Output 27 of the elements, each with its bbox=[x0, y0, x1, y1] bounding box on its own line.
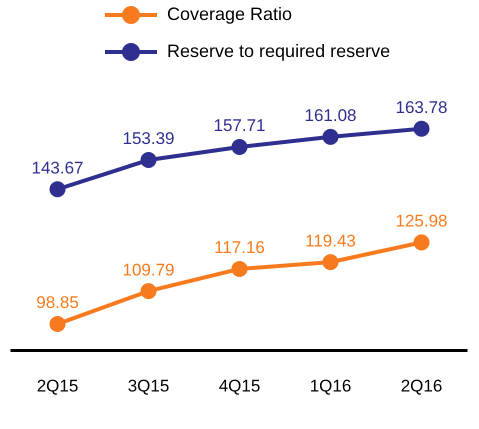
legend-label: Coverage Ratio bbox=[167, 4, 292, 24]
point bbox=[232, 260, 248, 277]
data-label: 163.78 bbox=[396, 98, 448, 117]
point bbox=[414, 120, 430, 137]
data-label: 153.39 bbox=[122, 129, 174, 148]
data-label: 157.71 bbox=[214, 116, 266, 136]
point bbox=[140, 283, 156, 300]
data-label: 109.79 bbox=[122, 260, 174, 280]
point bbox=[50, 316, 66, 332]
point bbox=[322, 128, 338, 145]
point bbox=[414, 234, 430, 250]
point bbox=[232, 139, 248, 156]
x-tick-label: 3Q15 bbox=[128, 376, 170, 396]
point bbox=[140, 152, 156, 168]
data-label: 143.67 bbox=[32, 158, 84, 178]
data-label: 117.16 bbox=[214, 238, 265, 258]
x-tick-label: 2Q16 bbox=[400, 376, 442, 396]
data-label: 119.43 bbox=[305, 231, 356, 250]
data-label: 161.08 bbox=[304, 106, 356, 126]
point bbox=[322, 254, 338, 270]
data-label: 125.98 bbox=[396, 212, 448, 231]
data-label: 98.85 bbox=[36, 293, 79, 312]
legend-label: Reserve to required reserve bbox=[167, 40, 390, 61]
x-tick-label: 1Q16 bbox=[310, 376, 352, 396]
x-tick-label: 2Q15 bbox=[36, 376, 78, 396]
x-tick-label: 4Q15 bbox=[218, 376, 260, 396]
point bbox=[50, 181, 66, 198]
